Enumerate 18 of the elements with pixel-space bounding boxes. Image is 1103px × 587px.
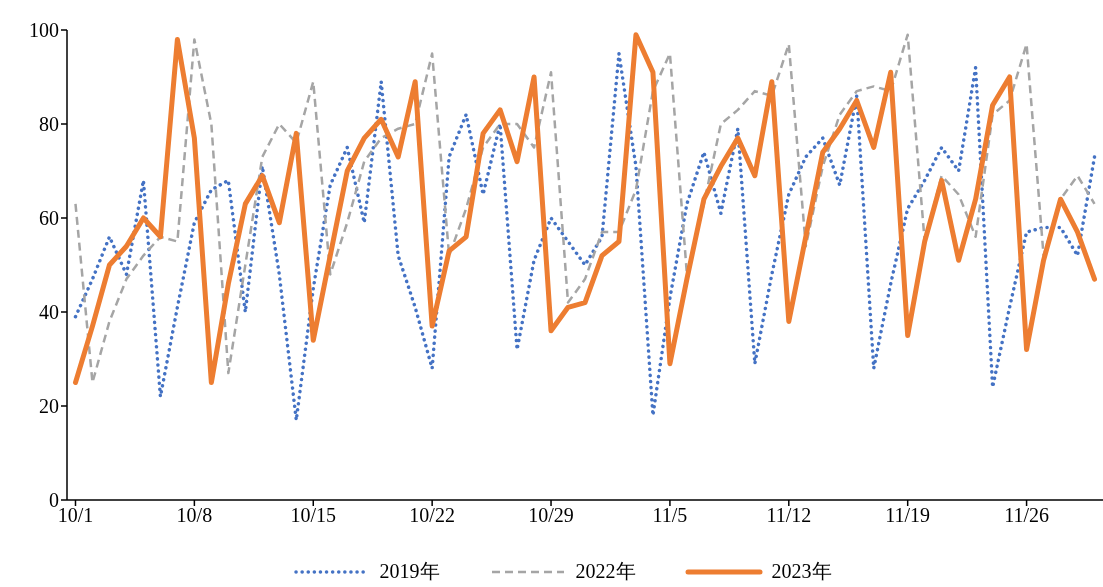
x-tick-label: 11/19 — [885, 504, 931, 527]
y-tick-label: 60 — [39, 207, 59, 230]
x-tick-label: 10/22 — [409, 504, 455, 527]
x-tick-label: 10/8 — [176, 504, 213, 527]
y-tick-label: 0 — [49, 489, 59, 512]
x-tick-label: 11/5 — [652, 504, 688, 527]
legend-label: 2023年 — [771, 559, 832, 584]
legend-label: 2019年 — [379, 559, 440, 584]
legend-label: 2022年 — [575, 559, 636, 584]
x-tick-label: 10/1 — [57, 504, 94, 527]
y-tick-label: 100 — [29, 19, 59, 42]
x-tick-label: 10/15 — [290, 504, 337, 527]
x-tick-label: 10/29 — [528, 504, 574, 527]
x-tick-label: 11/26 — [1004, 504, 1049, 527]
y-tick-label: 40 — [39, 301, 59, 324]
y-tick-label: 20 — [39, 395, 59, 418]
y-tick-label: 80 — [39, 113, 59, 136]
x-tick-label: 11/12 — [766, 504, 812, 527]
